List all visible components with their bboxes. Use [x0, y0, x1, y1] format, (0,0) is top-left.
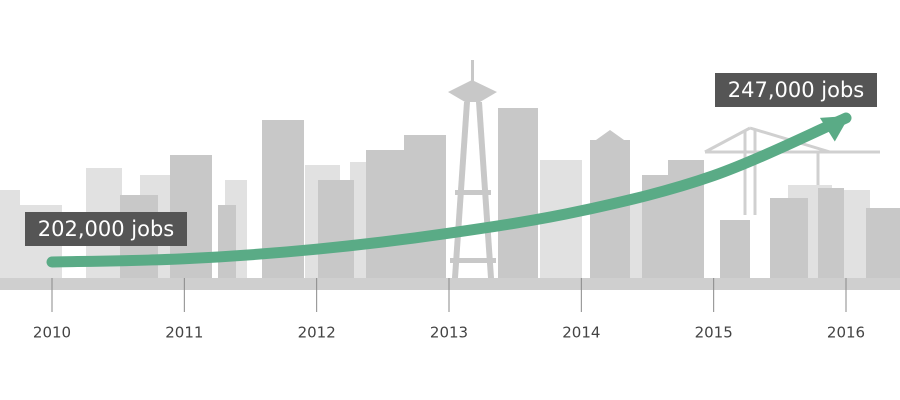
value-label-box [25, 212, 187, 246]
value-label-box [715, 73, 877, 107]
x-tick-label: 2011 [165, 324, 203, 342]
value-label: 202,000 jobs [38, 217, 174, 241]
x-tick-label: 2010 [33, 324, 71, 342]
space-needle [448, 60, 497, 278]
x-tick-label: 2015 [695, 324, 733, 342]
x-tick-label: 2012 [298, 324, 336, 342]
x-tick-label: 2014 [562, 324, 600, 342]
x-tick-label: 2016 [827, 324, 865, 342]
value-label: 247,000 jobs [728, 78, 864, 102]
plot: 2010 2011 2012 2013 2014 2015 2016 202,000 jobs… [25, 73, 877, 342]
x-tick-label: 2013 [430, 324, 468, 342]
trend-line [46, 112, 852, 268]
arrow-head [819, 115, 850, 142]
